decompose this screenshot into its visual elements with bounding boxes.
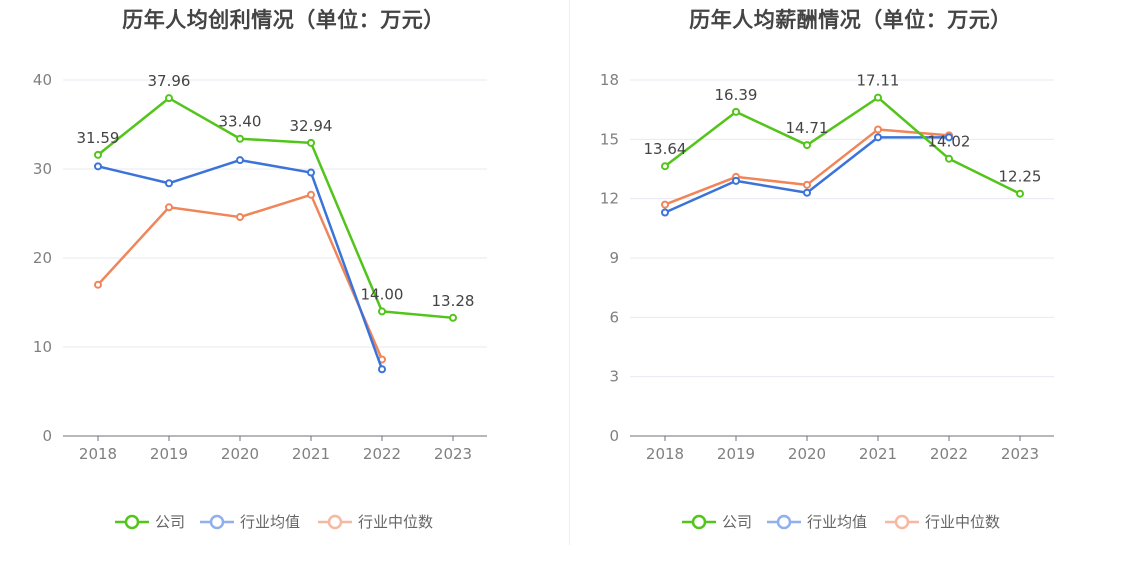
x-tick-label: 2023 [434, 445, 472, 463]
salary-per-capita-chart: 历年人均薪酬情况（单位：万元） 0 3 6 9 12 15 18 2018 2019 2020 20… [567, 0, 1134, 582]
y-tick-label: 6 [609, 308, 619, 326]
data-label: 14.02 [928, 133, 971, 151]
data-point[interactable] [166, 204, 172, 210]
data-point[interactable] [166, 180, 172, 186]
data-point[interactable] [95, 152, 101, 158]
data-point[interactable] [662, 210, 668, 216]
x-tick-label: 2022 [930, 445, 968, 463]
legend-marker-icon [896, 516, 908, 528]
y-tick-label: 3 [609, 368, 619, 386]
x-tick-label: 2018 [79, 445, 117, 463]
x-tick-label: 2021 [292, 445, 330, 463]
legend-label: 公司 [155, 513, 185, 531]
legend-label: 行业均值 [807, 513, 867, 531]
y-tick-label: 12 [600, 190, 619, 208]
legend-marker-icon [778, 516, 790, 528]
data-point[interactable] [95, 163, 101, 169]
y-tick-label: 0 [609, 427, 619, 445]
data-point[interactable] [804, 182, 810, 188]
data-point[interactable] [875, 134, 881, 140]
data-point[interactable] [804, 190, 810, 196]
legend-marker-icon [329, 516, 341, 528]
data-label: 16.39 [715, 86, 758, 104]
data-label: 12.25 [999, 168, 1042, 186]
series-line [98, 160, 382, 369]
y-tick-label: 40 [33, 71, 52, 89]
data-point[interactable] [308, 192, 314, 198]
legend-marker-icon [211, 516, 223, 528]
data-point[interactable] [875, 95, 881, 101]
legend-item[interactable]: 公司 [682, 513, 752, 531]
legend-item[interactable]: 行业中位数 [885, 513, 1000, 531]
salary-chart-svg: 0 3 6 9 12 15 18 2018 2019 2020 2021 2022 2023 13.64 1… [567, 0, 1134, 582]
profit-chart-svg: 0 10 20 30 40 2018 2019 2020 2021 2022 2023 31.59 37… [0, 0, 567, 582]
x-tick-label: 2021 [859, 445, 897, 463]
x-tick-label: 2020 [788, 445, 826, 463]
x-tick-label: 2019 [717, 445, 755, 463]
data-label: 37.96 [148, 72, 191, 90]
data-point[interactable] [450, 315, 456, 321]
data-point[interactable] [95, 282, 101, 288]
y-tick-label: 9 [609, 249, 619, 267]
legend-label: 行业中位数 [925, 513, 1000, 531]
x-tick-label: 2020 [221, 445, 259, 463]
data-point[interactable] [804, 142, 810, 148]
data-point[interactable] [308, 170, 314, 176]
data-label: 13.28 [432, 292, 475, 310]
profit-per-capita-chart: 历年人均创利情况（单位：万元） 0 10 20 30 40 2018 2019 2020 202… [0, 0, 567, 582]
data-label: 14.00 [361, 285, 404, 303]
legend-item[interactable]: 行业均值 [767, 513, 867, 531]
data-label: 31.59 [77, 129, 120, 147]
data-point[interactable] [166, 95, 172, 101]
x-tick-label: 2019 [150, 445, 188, 463]
data-point[interactable] [733, 109, 739, 115]
y-tick-label: 0 [42, 427, 52, 445]
data-label: 14.71 [786, 119, 829, 137]
legend-marker-icon [693, 516, 705, 528]
x-tick-label: 2022 [363, 445, 401, 463]
legend-item[interactable]: 公司 [115, 513, 185, 531]
y-tick-label: 15 [600, 130, 619, 148]
data-point[interactable] [237, 136, 243, 142]
legend-label: 公司 [722, 513, 752, 531]
x-tick-label: 2023 [1001, 445, 1039, 463]
data-point[interactable] [237, 157, 243, 163]
data-point[interactable] [379, 308, 385, 314]
data-point[interactable] [946, 156, 952, 162]
y-tick-label: 18 [600, 71, 619, 89]
y-tick-label: 20 [33, 249, 52, 267]
data-point[interactable] [662, 202, 668, 208]
data-point[interactable] [662, 163, 668, 169]
x-tick-label: 2018 [646, 445, 684, 463]
data-label: 13.64 [644, 140, 687, 158]
data-point[interactable] [875, 126, 881, 132]
data-label: 32.94 [290, 117, 333, 135]
legend-item[interactable]: 行业中位数 [318, 513, 433, 531]
data-point[interactable] [237, 214, 243, 220]
data-label: 33.40 [219, 113, 262, 131]
data-point[interactable] [1017, 191, 1023, 197]
data-point[interactable] [308, 140, 314, 146]
legend-label: 行业均值 [240, 513, 300, 531]
data-point[interactable] [379, 366, 385, 372]
data-label: 17.11 [857, 72, 900, 90]
legend-item[interactable]: 行业均值 [200, 513, 300, 531]
legend-marker-icon [126, 516, 138, 528]
legend-label: 行业中位数 [358, 513, 433, 531]
y-tick-label: 10 [33, 338, 52, 356]
y-tick-label: 30 [33, 160, 52, 178]
data-point[interactable] [733, 178, 739, 184]
